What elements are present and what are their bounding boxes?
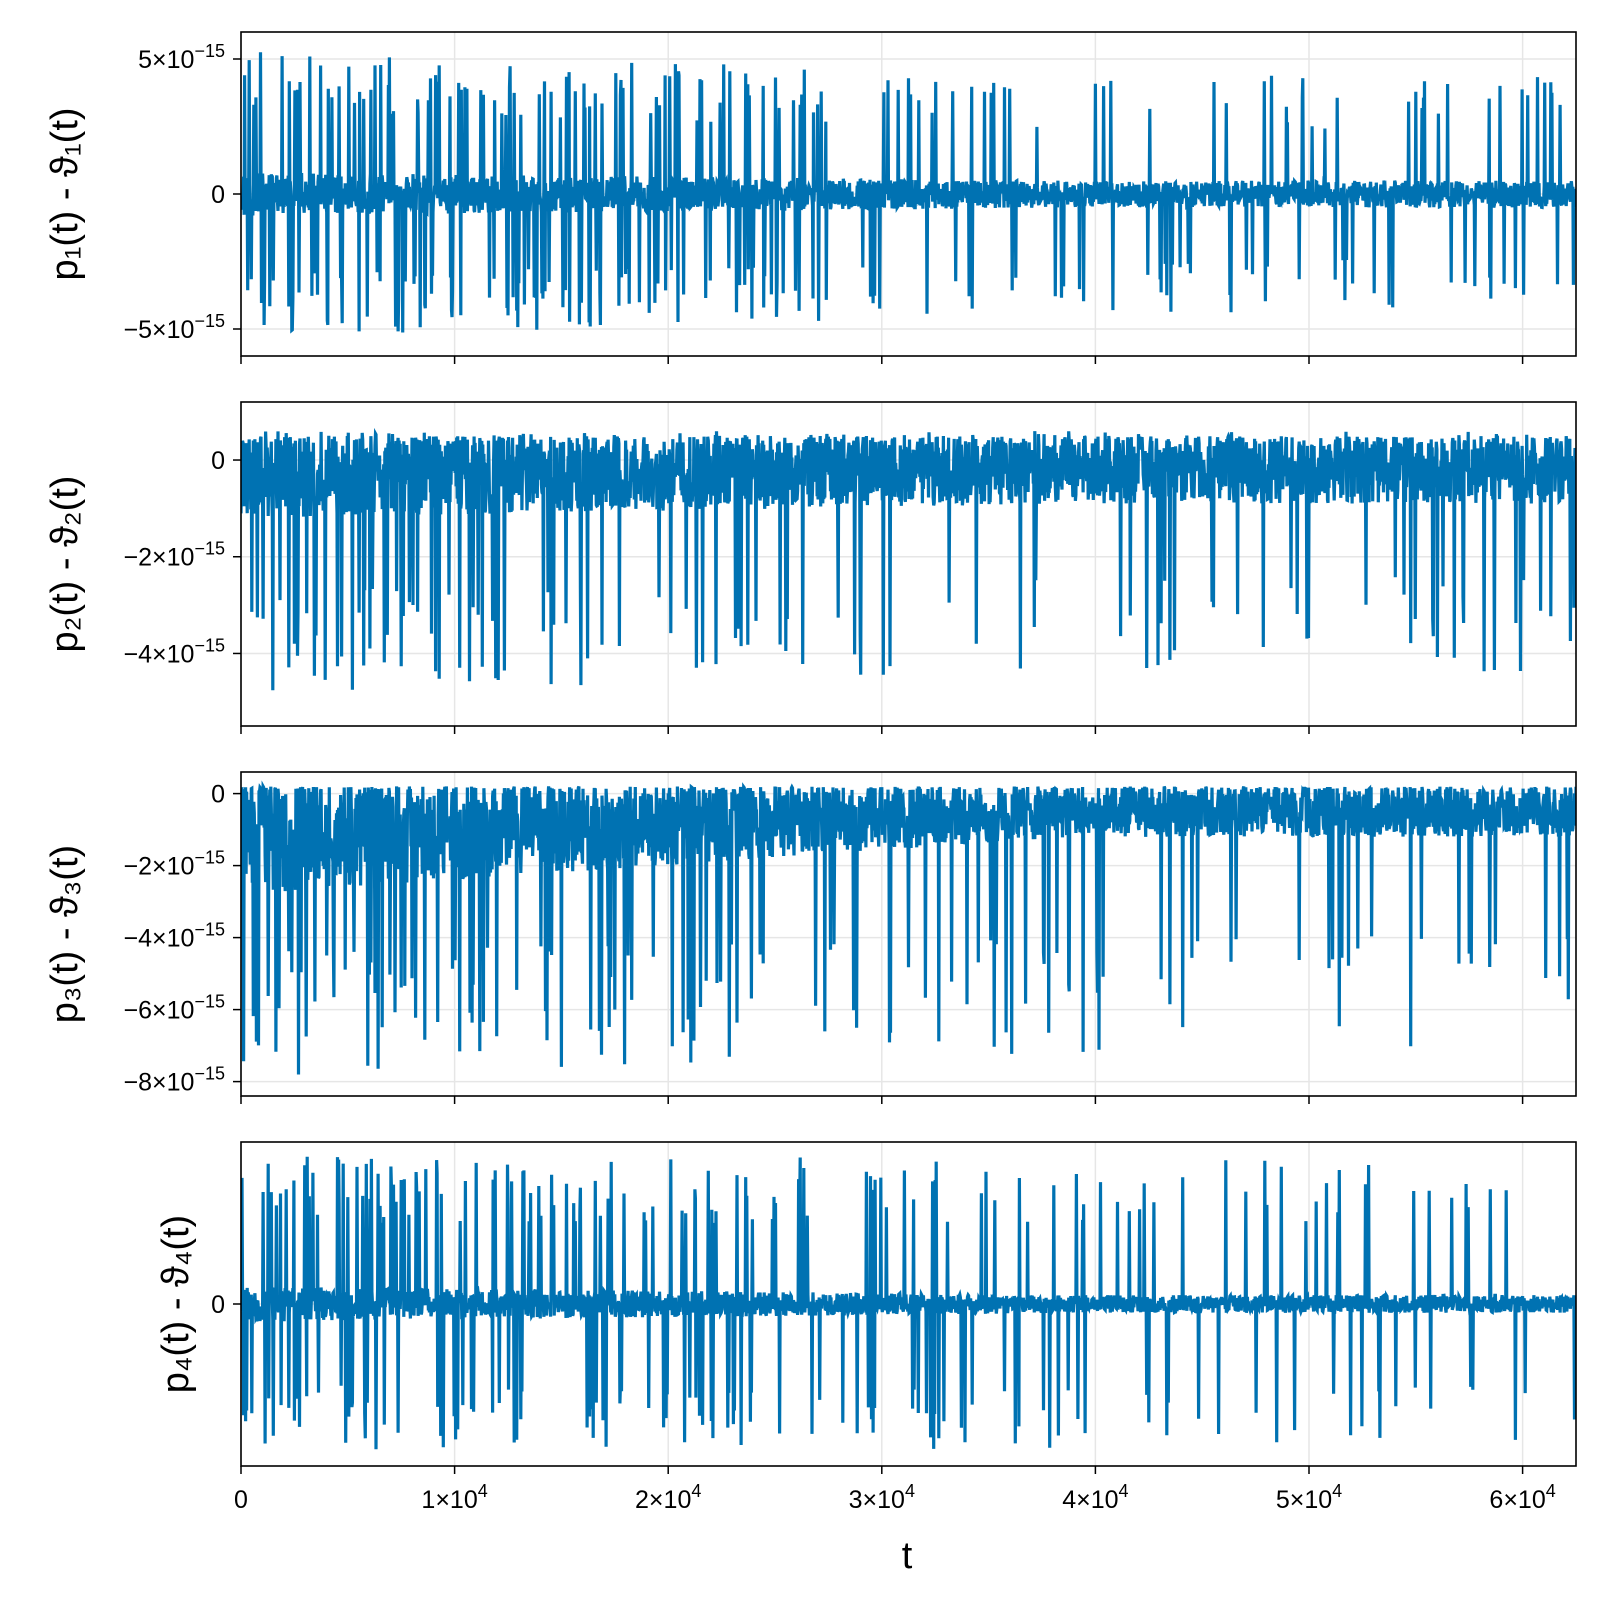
panel-4-ytick-label-0: 0 — [211, 1291, 225, 1319]
panel-3-frame — [240, 771, 1577, 1097]
panel-3-ytick-label-4: −8×10−15 — [124, 1064, 225, 1097]
x-tick-label-3: 3×104 — [849, 1481, 915, 1514]
panel-4: 0 0 1×104 2×104 3×104 4×104 5×104 6×104 p₄(t) - … — [155, 1141, 1577, 1514]
x-tick-label-6: 6×104 — [1489, 1481, 1555, 1514]
x-axis-label: t — [902, 1535, 913, 1577]
panel-3-ytick-label-2: −4×10−15 — [124, 920, 225, 953]
panels-group: 5×10−15 0 −5×10−15 p₁(t) - ϑ₁(t) 0 −2×10−15 −4… — [44, 31, 1577, 1514]
panel-2-ytick-label-0: 0 — [211, 447, 225, 475]
panel-1-ytick-label-0: 5×10−15 — [138, 41, 225, 74]
x-tick-label-5: 5×104 — [1276, 1481, 1342, 1514]
panel-3-series-line — [241, 780, 1576, 1075]
panel-3-ytick-label-3: −6×10−15 — [124, 992, 225, 1025]
panel-1-ytick-label-1: 0 — [211, 181, 225, 209]
x-tick-label-2: 2×104 — [635, 1481, 701, 1514]
panel-3-y-axis-label: p₃(t) - ϑ₃(t) — [44, 845, 86, 1023]
panel-2-ytick-label-1: −2×10−15 — [124, 539, 225, 572]
panel-2-series-line — [241, 427, 1576, 691]
panel-1-series-line — [241, 52, 1576, 334]
panel-3: 0 −2×10−15 −4×10−15 −6×10−15 −8×10−15 p₃(t) -… — [44, 771, 1577, 1104]
panel-2-y-axis-label: p₂(t) - ϑ₂(t) — [44, 476, 86, 653]
panel-4-series-line — [241, 1156, 1576, 1450]
panel-3-ytick-label-0: 0 — [211, 781, 225, 809]
panel-4-y-axis-label: p₄(t) - ϑ₄(t) — [155, 1215, 197, 1393]
x-tick-label-1: 1×104 — [421, 1481, 487, 1514]
panel-1-ytick-label-2: −5×10−15 — [124, 311, 225, 344]
panel-2-ytick-label-2: −4×10−15 — [124, 635, 225, 668]
x-tick-label-0: 0 — [234, 1486, 248, 1514]
panel-1-y-axis-label: p₁(t) - ϑ₁(t) — [44, 107, 86, 280]
panel-2-frame — [240, 401, 1577, 727]
panel-1: 5×10−15 0 −5×10−15 p₁(t) - ϑ₁(t) — [44, 31, 1577, 364]
x-tick-label-4: 4×104 — [1062, 1481, 1128, 1514]
panel-2: 0 −2×10−15 −4×10−15 p₂(t) - ϑ₂(t) — [44, 401, 1577, 734]
panel-3-ytick-label-1: −2×10−15 — [124, 848, 225, 881]
